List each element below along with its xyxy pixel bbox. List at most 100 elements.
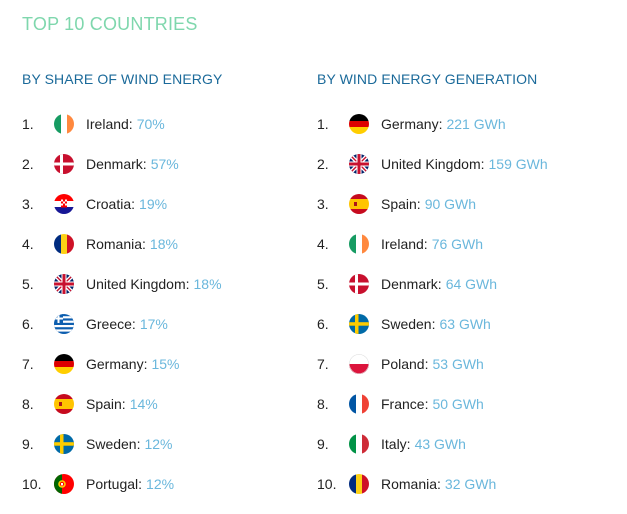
country-value: 18%	[149, 236, 178, 252]
rank-number: 1.	[22, 116, 34, 132]
country-name: Germany:	[86, 356, 148, 372]
uk-flag-icon	[349, 154, 369, 174]
list-item: 1. Germany: 221 GWh	[317, 104, 617, 144]
country-name: Romania:	[381, 476, 441, 492]
country-value: 63 GWh	[439, 316, 491, 332]
rank-number: 4.	[317, 236, 329, 252]
country-value: 43 GWh	[414, 436, 466, 452]
denmark-flag-icon	[54, 154, 74, 174]
country-name: Denmark:	[86, 156, 147, 172]
generation-heading: BY WIND ENERGY GENERATION	[317, 71, 538, 87]
list-item: 7. Germany: 15%	[22, 344, 322, 384]
country-name: Poland:	[381, 356, 429, 372]
list-item: 8. France: 50 GWh	[317, 384, 617, 424]
country-name: Denmark:	[381, 276, 442, 292]
country-value: 17%	[139, 316, 168, 332]
rank-number: 4.	[22, 236, 34, 252]
country-value: 15%	[151, 356, 180, 372]
country-name: United Kingdom:	[86, 276, 190, 292]
uk-flag-icon	[54, 274, 74, 294]
country-name: Ireland:	[86, 116, 133, 132]
list-item: 3. Spain: 90 GWh	[317, 184, 617, 224]
country-name: Portugal:	[86, 476, 143, 492]
poland-flag-icon	[349, 354, 369, 374]
ireland-flag-icon	[349, 234, 369, 254]
country-name: Sweden:	[86, 436, 141, 452]
list-item: 9. Italy: 43 GWh	[317, 424, 617, 464]
country-value: 12%	[146, 476, 175, 492]
rank-number: 8.	[22, 396, 34, 412]
sweden-flag-icon	[54, 434, 74, 454]
croatia-flag-icon	[54, 194, 74, 214]
country-name: Spain:	[381, 196, 421, 212]
country-name: Sweden:	[381, 316, 436, 332]
country-name: Greece:	[86, 316, 136, 332]
page-title: TOP 10 COUNTRIES	[22, 14, 198, 34]
country-name: Italy:	[381, 436, 411, 452]
rank-number: 8.	[317, 396, 329, 412]
portugal-flag-icon	[54, 474, 74, 494]
rank-number: 6.	[317, 316, 329, 332]
country-value: 12%	[144, 436, 173, 452]
list-item: 9. Sweden: 12%	[22, 424, 322, 464]
rank-number: 2.	[317, 156, 329, 172]
rank-number: 9.	[22, 436, 34, 452]
rank-number: 3.	[22, 196, 34, 212]
country-value: 64 GWh	[445, 276, 498, 292]
list-item: 2. United Kingdom: 159 GWh	[317, 144, 617, 184]
country-name: Romania:	[86, 236, 146, 252]
country-value: 57%	[150, 156, 179, 172]
country-name: France:	[381, 396, 429, 412]
greece-flag-icon	[54, 314, 74, 334]
country-value: 32 GWh	[444, 476, 497, 492]
country-value: 18%	[193, 276, 222, 292]
country-value: 70%	[136, 116, 165, 132]
sweden-flag-icon	[349, 314, 369, 334]
denmark-flag-icon	[349, 274, 369, 294]
list-item: 5. United Kingdom: 18%	[22, 264, 322, 304]
romania-flag-icon	[54, 234, 74, 254]
rank-number: 7.	[317, 356, 329, 372]
share-list: 1. Ireland: 70% 2. Denmark: 57% 3. Croatia: 19% 4…	[22, 104, 322, 504]
rank-number: 5.	[22, 276, 34, 292]
country-name: Ireland:	[381, 236, 428, 252]
country-value: 14%	[129, 396, 158, 412]
country-name: Germany:	[381, 116, 443, 132]
country-value: 19%	[139, 196, 168, 212]
generation-column: BY WIND ENERGY GENERATION 1. Germany: 221 …	[317, 70, 617, 504]
rank-number: 2.	[22, 156, 34, 172]
list-item: 10. Portugal: 12%	[22, 464, 322, 504]
list-item: 3. Croatia: 19%	[22, 184, 322, 224]
list-item: 1. Ireland: 70%	[22, 104, 322, 144]
list-item: 4. Ireland: 76 GWh	[317, 224, 617, 264]
spain-flag-icon	[54, 394, 74, 414]
list-item: 6. Sweden: 63 GWh	[317, 304, 617, 344]
rank-number: 10.	[317, 476, 337, 492]
generation-list: 1. Germany: 221 GWh 2. United Kingdom: 159 GW…	[317, 104, 617, 504]
share-column: BY SHARE OF WIND ENERGY 1. Ireland: 70% 2. D…	[22, 70, 322, 504]
rank-number: 6.	[22, 316, 34, 332]
list-item: 8. Spain: 14%	[22, 384, 322, 424]
country-value: 76 GWh	[431, 236, 484, 252]
rank-number: 10.	[22, 476, 42, 492]
rank-number: 3.	[317, 196, 329, 212]
rank-number: 1.	[317, 116, 329, 132]
list-item: 7. Poland: 53 GWh	[317, 344, 617, 384]
spain-flag-icon	[349, 194, 369, 214]
country-name: Spain:	[86, 396, 126, 412]
list-item: 4. Romania: 18%	[22, 224, 322, 264]
germany-flag-icon	[54, 354, 74, 374]
list-item: 6. Greece: 17%	[22, 304, 322, 344]
italy-flag-icon	[349, 434, 369, 454]
rank-number: 7.	[22, 356, 34, 372]
ireland-flag-icon	[54, 114, 74, 134]
france-flag-icon	[349, 394, 369, 414]
romania-flag-icon	[349, 474, 369, 494]
country-name: United Kingdom:	[381, 156, 485, 172]
country-value: 159 GWh	[488, 156, 548, 172]
country-value: 221 GWh	[446, 116, 506, 132]
country-value: 50 GWh	[432, 396, 484, 412]
country-value: 53 GWh	[432, 356, 484, 372]
list-item: 10. Romania: 32 GWh	[317, 464, 617, 504]
share-heading: BY SHARE OF WIND ENERGY	[22, 71, 223, 87]
